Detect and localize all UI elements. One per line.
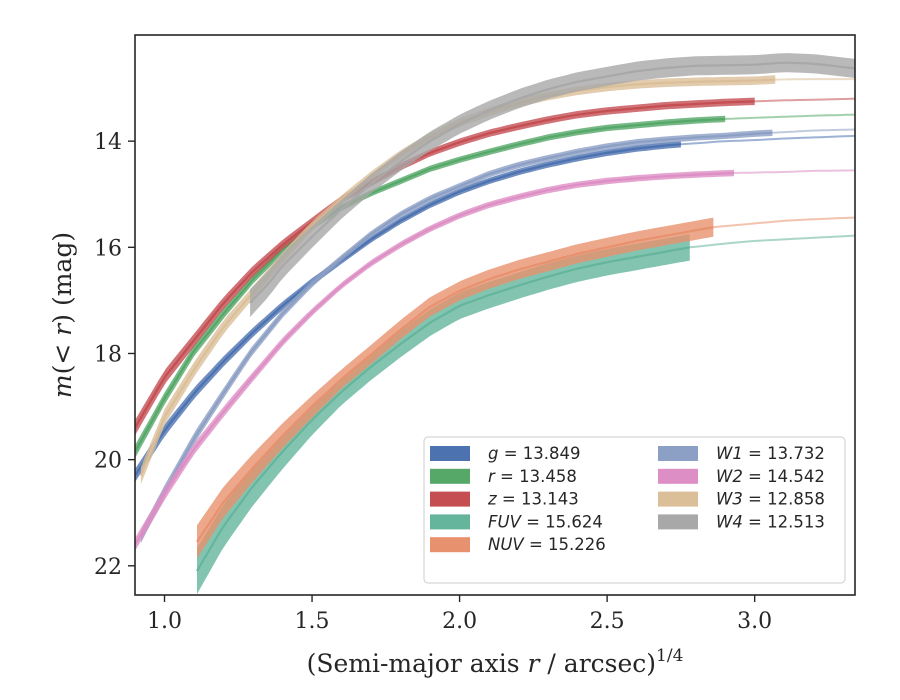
series-W4-line	[249, 61, 855, 304]
legend-label-W4: W4 = 12.513	[716, 512, 825, 531]
legend-band-value: = 13.849	[498, 444, 580, 463]
series-W1	[139, 128, 855, 543]
legend-band-value: = 13.732	[743, 444, 825, 463]
series-W1-line	[139, 131, 773, 538]
legend-swatch-W4	[658, 514, 698, 530]
legend-band-value: = 13.143	[497, 490, 579, 509]
legend-band-name: NUV	[488, 535, 525, 554]
series-NUV	[196, 216, 855, 559]
y-tick-label: 22	[94, 555, 122, 580]
x-tick-label: 1.5	[295, 609, 330, 634]
series-g	[135, 134, 855, 483]
x-axis: 1.0 1.5 2.0 2.5 3.0	[147, 595, 772, 634]
x-axis-label-part: 1/4	[656, 646, 683, 666]
legend-band-name: FUV	[488, 512, 523, 531]
series-g-model-line	[680, 134, 855, 146]
legend-swatch-W3	[658, 491, 698, 507]
series-W1-model-line	[772, 128, 855, 134]
y-axis-label-part: m	[48, 374, 77, 398]
legend-band-value: = 13.458	[495, 467, 577, 486]
series-W2-model-line	[733, 169, 855, 174]
y-tick-label: 18	[94, 342, 122, 367]
legend-band-name: W2	[716, 467, 743, 486]
series-NUV-band	[197, 217, 714, 559]
series-r-line	[135, 117, 726, 453]
series-r-model-line	[725, 113, 855, 120]
y-axis: 14 16 18 20 22	[94, 130, 135, 580]
legend-band-name: r	[488, 467, 496, 486]
x-tick-label: 3.0	[737, 609, 772, 634]
series-W3-model-line	[775, 78, 855, 81]
series-r	[135, 113, 855, 459]
x-axis-label-part: / arcsec)	[539, 649, 656, 678]
y-axis-label-part: r	[48, 322, 77, 336]
legend-band-value: = 12.513	[743, 512, 825, 531]
x-tick-label: 2.0	[442, 609, 477, 634]
series-FUV-line	[196, 246, 690, 572]
y-axis-label-part: (<	[48, 336, 77, 375]
legend-band-name: W3	[716, 490, 743, 509]
series-z-line	[135, 100, 755, 429]
legend-band-name: W4	[716, 512, 743, 531]
series-NUV-model-line	[713, 216, 855, 229]
y-tick-label: 16	[94, 236, 122, 261]
legend-band-value: = 12.858	[743, 490, 825, 509]
legend-band-name: g	[488, 444, 498, 463]
legend-label-z: z = 13.143	[487, 490, 579, 509]
x-axis-label-part: r	[528, 649, 542, 678]
legend-swatch-W2	[658, 468, 698, 484]
legend-swatch-r	[430, 468, 470, 484]
y-axis-label: m(< r) (mag)	[48, 232, 77, 398]
legend-label-W3: W3 = 12.858	[716, 490, 825, 509]
legend-band-name: W1	[716, 444, 743, 463]
series-W1-band	[140, 129, 773, 543]
legend-label-r: r = 13.458	[488, 467, 577, 486]
series-W2-line	[135, 171, 735, 546]
legend-label-W2: W2 = 14.542	[716, 467, 825, 486]
series-FUV-model-line	[689, 234, 855, 249]
legend-box	[423, 436, 846, 584]
legend-label-FUV: FUV = 15.624	[488, 512, 603, 531]
legend-band-value: = 15.624	[521, 512, 603, 531]
legend-swatch-FUV	[430, 514, 470, 530]
legend-swatch-g	[430, 446, 470, 461]
legend-swatch-W1	[658, 446, 698, 461]
series-W4	[249, 53, 855, 318]
x-tick-label: 1.0	[147, 609, 182, 634]
legend-swatch-NUV	[430, 537, 470, 553]
legend-band-value: = 15.226	[524, 535, 606, 554]
series-g-line	[135, 143, 681, 477]
series-NUV-line	[196, 226, 714, 543]
legend-band-name: z	[487, 490, 497, 509]
y-tick-label: 14	[94, 130, 122, 155]
plot-curves	[135, 53, 855, 595]
x-tick-label: 2.5	[590, 609, 625, 634]
series-W4-band	[250, 53, 855, 318]
legend-swatch-z	[430, 491, 470, 507]
x-axis-label: (Semi-major axis r / arcsec)1/4	[307, 646, 684, 678]
legend-label-W1: W1 = 13.732	[716, 444, 825, 463]
y-tick-label: 20	[94, 449, 122, 474]
legend-label-NUV: NUV = 15.226	[488, 535, 606, 554]
legend-band-value: = 14.542	[743, 467, 825, 486]
plot-frame	[134, 34, 856, 596]
series-W2	[135, 169, 855, 552]
y-axis-label-part: ) (mag)	[48, 232, 77, 324]
series-r-band	[135, 115, 726, 459]
series-z	[135, 97, 855, 436]
x-axis-label-part: (Semi-major axis	[307, 649, 528, 678]
series-z-model-line	[754, 97, 855, 103]
legend-label-g: g = 13.849	[488, 444, 581, 463]
